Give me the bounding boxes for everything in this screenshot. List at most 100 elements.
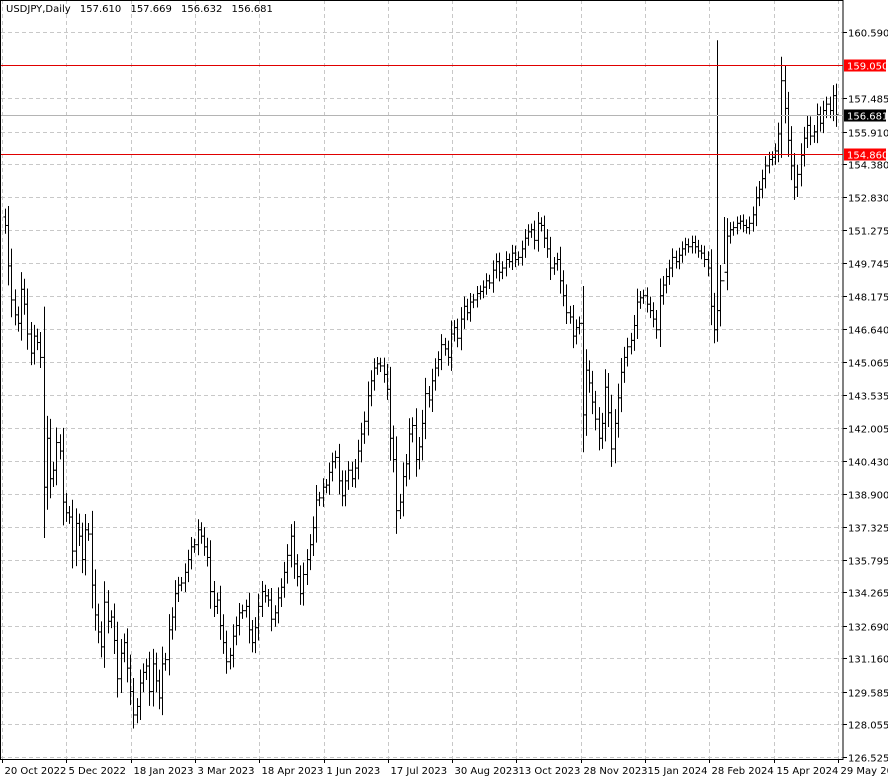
current-price-tag: [844, 109, 886, 122]
y-tick-label: 149.745: [848, 260, 888, 271]
ohlc-bar: [516, 251, 521, 266]
x-tick-label: 13 Oct 2023: [519, 766, 581, 777]
y-tick-label: 142.005: [848, 425, 888, 436]
chart-header: USDJPY,Daily 157.610 157.669 156.632 156…: [6, 4, 279, 15]
ohlc-bar: [240, 604, 245, 619]
y-tick-label: 148.175: [848, 293, 888, 304]
y-tick-label: 143.535: [848, 392, 888, 403]
ohlc-bar: [532, 220, 537, 250]
ohlc-bar: [609, 394, 614, 467]
ohlc-bar: [439, 334, 444, 371]
x-tick-label: 15 Jan 2024: [648, 766, 708, 777]
x-tick-label: 30 Aug 2023: [455, 766, 519, 777]
y-tick-label: 135.795: [848, 557, 888, 568]
y-tick-label: 154.380: [848, 161, 888, 172]
y-tick-label: 138.900: [848, 491, 888, 502]
current-price-label: 156.681: [847, 112, 888, 123]
x-tick-label: 15 Apr 2024: [777, 766, 839, 777]
ohlc-bar: [333, 450, 338, 469]
ohlc-bar: [394, 436, 399, 534]
ohlc-bar: [795, 164, 800, 197]
y-tick-label: 134.265: [848, 589, 888, 600]
ohlc-bar: [731, 221, 736, 236]
y-tick-label: 151.275: [848, 227, 888, 238]
open-value: 157.610: [79, 4, 122, 15]
ohlc-bar: [577, 316, 582, 335]
ohlc-bar: [9, 248, 14, 318]
ohlc-bar: [808, 116, 813, 146]
ohlc-bar: [702, 245, 707, 268]
ohlc-bar: [285, 544, 290, 584]
ohlc-bar: [410, 417, 415, 443]
x-tick-label: 17 Jul 2023: [391, 766, 448, 777]
level-tag: [844, 59, 886, 72]
ohlc-bar: [548, 236, 553, 281]
y-tick-label: 140.430: [848, 458, 888, 469]
x-tick-label: 28 Nov 2023: [584, 766, 648, 777]
level-label: 159.050: [847, 62, 888, 73]
x-tick-label: 28 Feb 2024: [712, 766, 774, 777]
ohlc-bar: [423, 377, 428, 440]
ohlc-bar: [824, 96, 829, 119]
ohlc-bar: [163, 652, 168, 671]
level-label: 154.860: [847, 151, 888, 162]
plot-frame: [0, 0, 844, 760]
ohlc-bar: [378, 357, 383, 372]
ohlc-bar: [779, 56, 784, 158]
ohlc-bar: [179, 576, 184, 592]
ohlc-bar: [25, 288, 30, 350]
low-value: 156.632: [181, 4, 223, 15]
ohlc-bar: [641, 289, 646, 304]
ohlc-bar: [86, 522, 91, 541]
ohlc-bar: [686, 238, 691, 253]
symbol-label: USDJPY,Daily: [6, 4, 71, 15]
y-tick-label: 152.830: [848, 194, 888, 205]
ohlc-bar: [500, 261, 505, 280]
y-tick-label: 126.525: [848, 754, 888, 765]
ohlc-bar: [102, 581, 107, 668]
y-tick-label: 131.160: [848, 655, 888, 666]
x-tick-label: 18 Apr 2023: [262, 766, 324, 777]
ohlc-bar: [346, 461, 351, 490]
y-tick-label: 128.055: [848, 721, 888, 732]
x-tick-label: 3 Mar 2023: [198, 766, 255, 777]
y-tick-label: 137.325: [848, 524, 888, 535]
y-tick-label: 157.485: [848, 95, 888, 106]
ohlc-bar: [362, 411, 367, 444]
ohlc-bar: [455, 318, 460, 348]
ohlc-bar: [224, 630, 229, 674]
ohlc-bar: [487, 274, 492, 289]
ohlc-bar: [471, 293, 476, 309]
ohlc-bar: [192, 538, 197, 553]
ohlc-bar: [147, 651, 152, 706]
y-tick-label: 145.065: [848, 359, 888, 370]
ohlc-bar: [654, 310, 659, 339]
ohlc-bar: [747, 216, 752, 235]
y-tick-label: 155.910: [848, 129, 888, 140]
ohlc-bar: [301, 562, 306, 606]
x-tick-label: 5 Dec 2022: [69, 766, 127, 777]
ohlc-bar: [593, 390, 598, 431]
ohlc-bar: [834, 83, 839, 127]
x-tick-label: 1 Jun 2023: [327, 766, 381, 777]
price-bars: [3, 40, 839, 729]
ohlc-bar: [115, 621, 120, 698]
ohlc-bar: [763, 156, 768, 189]
ohlc-bar: [131, 678, 136, 729]
ohlc-bar: [208, 540, 213, 609]
ohlc-bar: [70, 499, 75, 569]
ohlc-bar: [317, 491, 322, 507]
x-tick-label: 18 Jan 2023: [134, 766, 194, 777]
ohlc-bar: [564, 284, 569, 325]
ohlc-bar: [54, 427, 59, 486]
ohlc-bar: [269, 588, 274, 632]
y-tick-label: 160.590: [848, 29, 888, 40]
ohlc-bar: [670, 248, 675, 278]
ohlc-bar: [625, 337, 630, 367]
x-tick-label: 20 Oct 2022: [5, 766, 67, 777]
ohlc-bar: [718, 265, 723, 327]
high-value: 157.669: [130, 4, 172, 15]
